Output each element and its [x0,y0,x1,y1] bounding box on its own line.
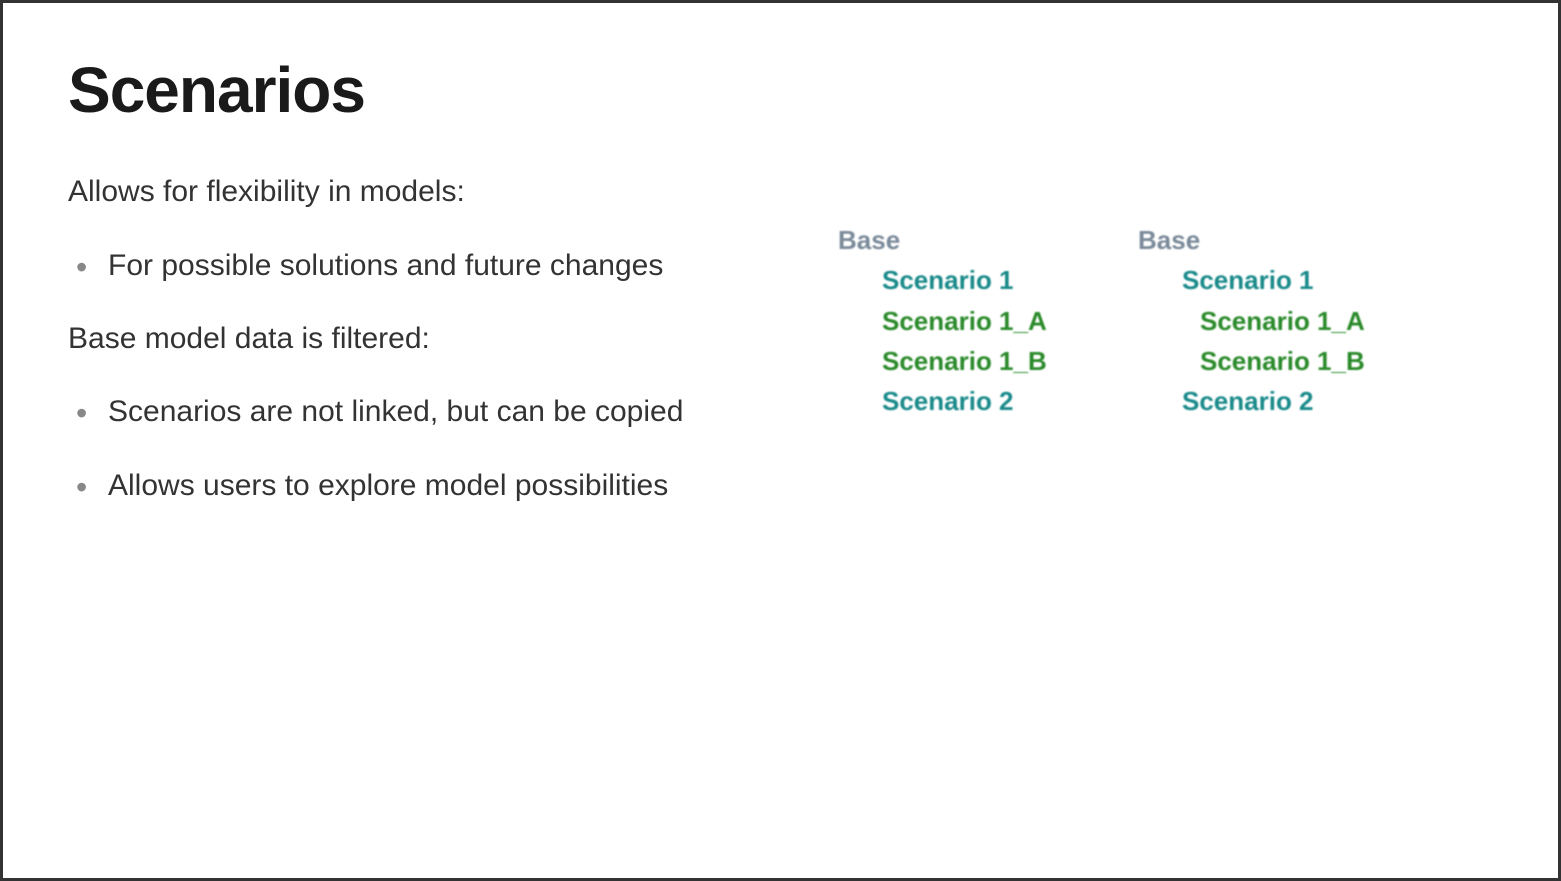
tree-item: Scenario 2 [838,381,1047,421]
page-title: Scenarios [68,53,1493,127]
tree-item: Scenario 2 [1138,381,1365,421]
bullet-list-1: For possible solutions and future change… [68,245,788,287]
bullet-item: Allows users to explore model possibilit… [68,465,688,507]
scenario-tree-invalid: Base Scenario 1 Scenario 1_A Scenario 1_… [1138,220,1365,421]
tree-item: Scenario 1_B [838,341,1047,381]
scenario-tree-valid: Base Scenario 1 Scenario 1_A Scenario 1_… [838,220,1047,421]
tree-base-label: Base [1138,220,1365,260]
tree-item: Scenario 1 [838,260,1047,300]
tree-item: Scenario 1_B [1138,341,1365,381]
tree-item: Scenario 1_A [1138,301,1365,341]
slide: Scenarios Allows for flexibility in mode… [0,0,1561,881]
content-row: Allows for flexibility in models: For po… [68,172,1493,539]
diagram-column: Base Scenario 1 Scenario 1_A Scenario 1_… [788,172,1493,539]
tree-item: Scenario 1_A [838,301,1047,341]
bullet-item: For possible solutions and future change… [68,245,688,287]
intro-text-2: Base model data is filtered: [68,319,788,360]
bullet-item: Scenarios are not linked, but can be cop… [68,391,688,433]
intro-text-1: Allows for flexibility in models: [68,172,788,213]
tree-item: Scenario 1 [1138,260,1365,300]
text-column: Allows for flexibility in models: For po… [68,172,788,539]
tree-base-label: Base [838,220,1047,260]
bullet-list-2: Scenarios are not linked, but can be cop… [68,391,788,507]
